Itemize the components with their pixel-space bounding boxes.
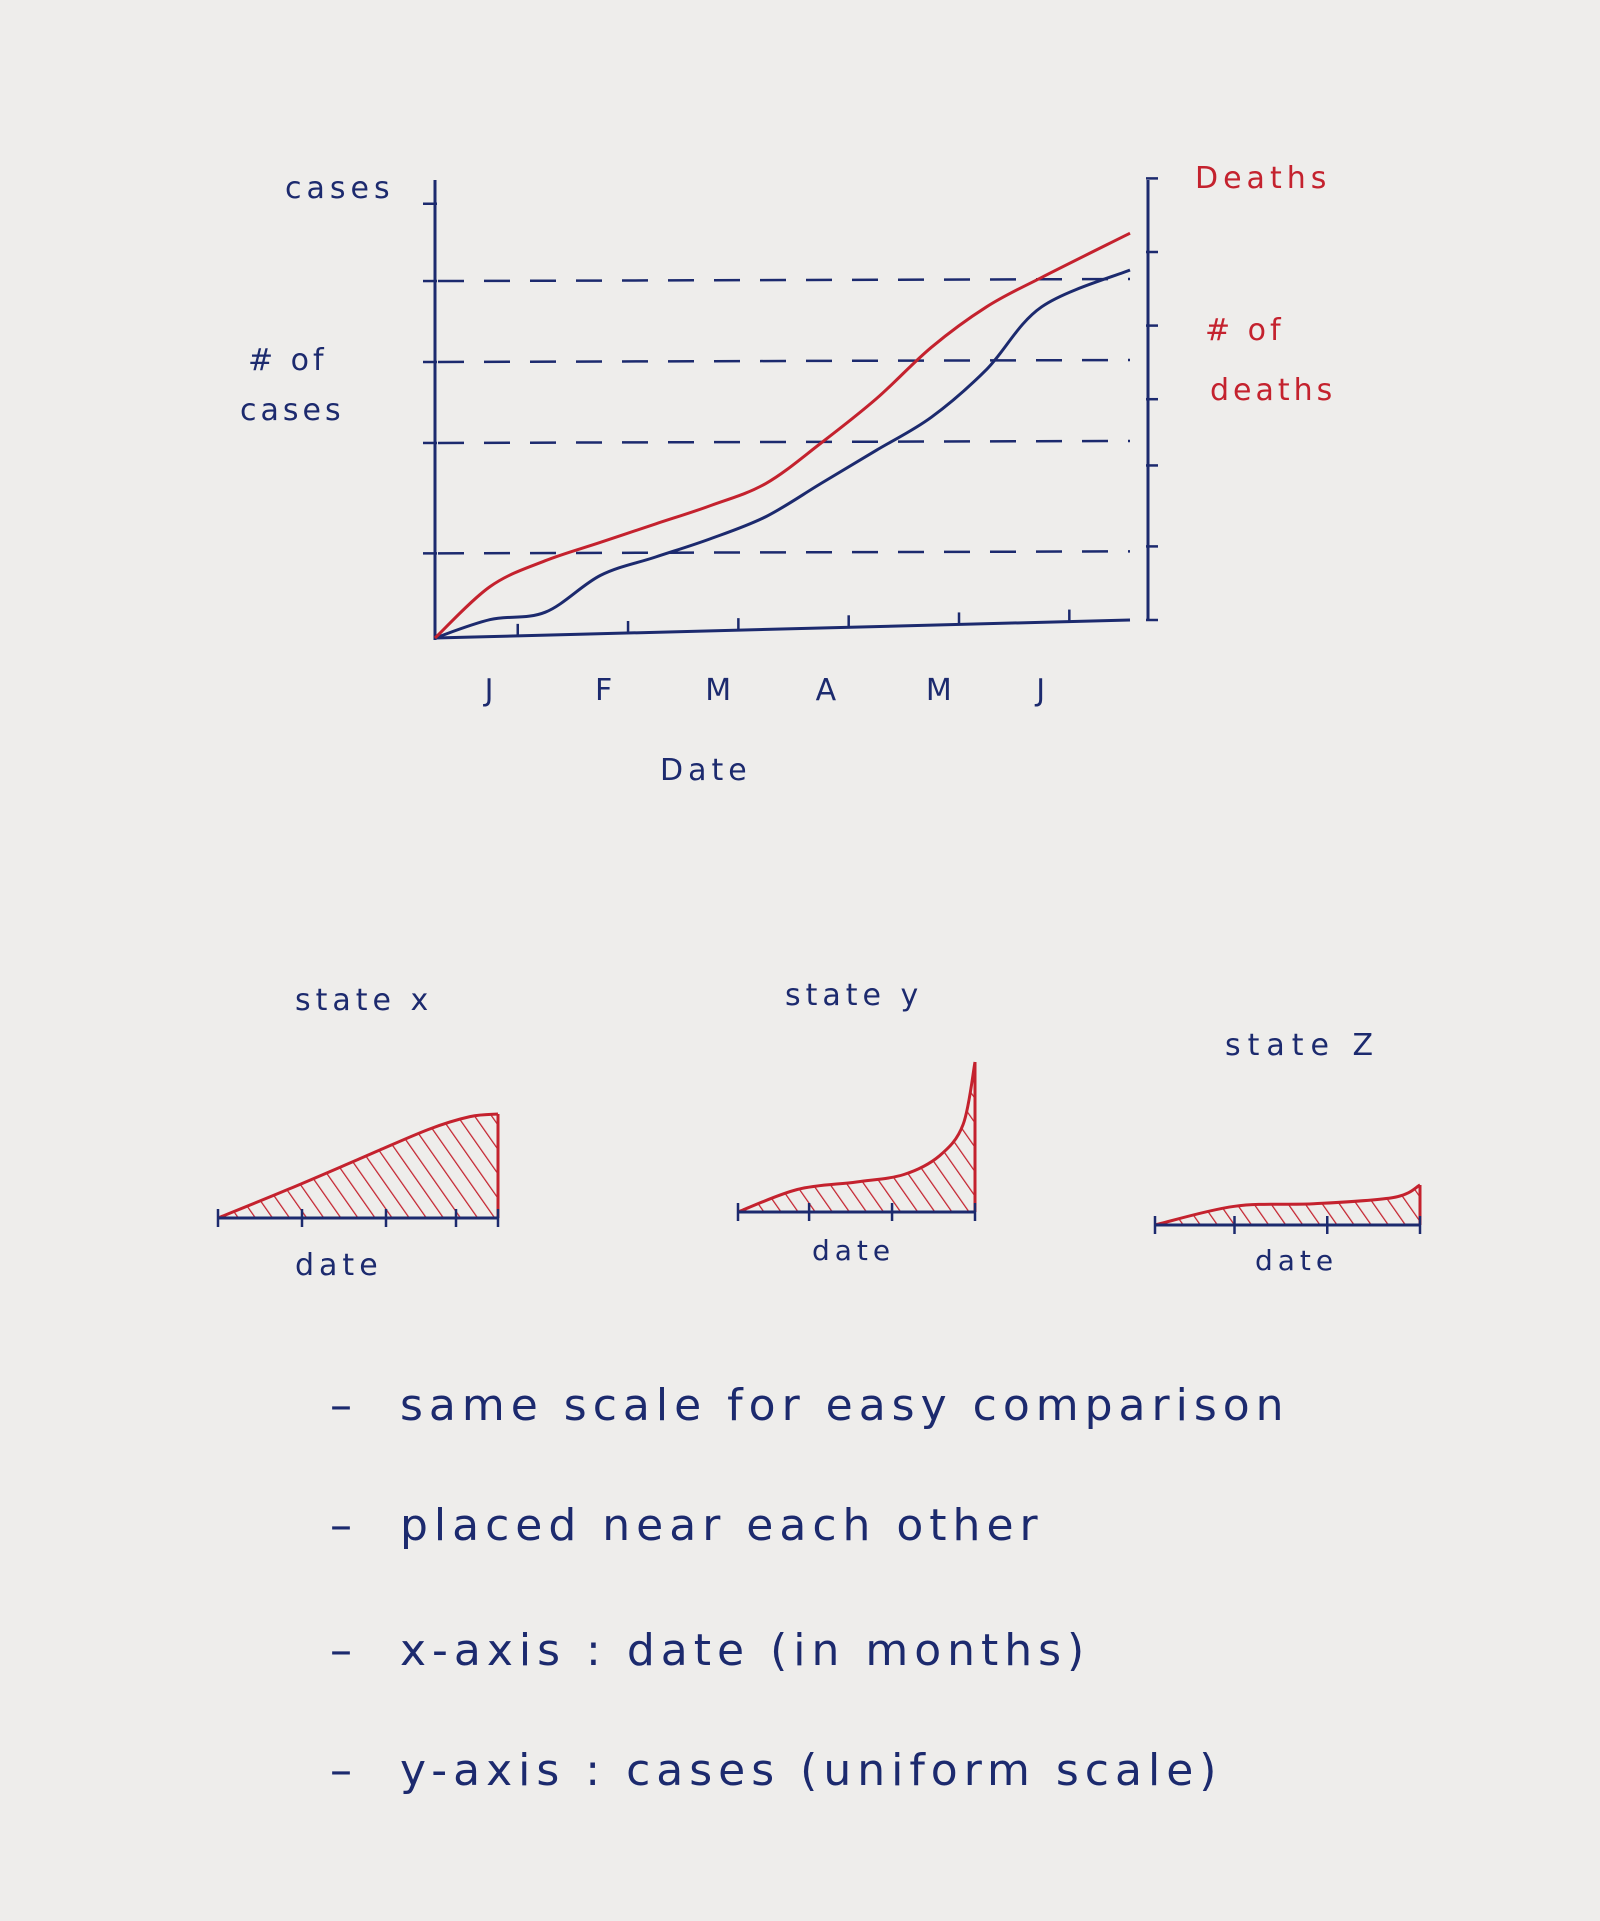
x-tick-label: J xyxy=(1034,673,1045,708)
note-item: – same scale for easy comparison xyxy=(330,1380,1580,1440)
state-x-title: state x xyxy=(295,983,433,1018)
y-right-label: # of deaths xyxy=(1205,313,1336,408)
grid-line xyxy=(437,277,1131,283)
state-x-xlabel: date xyxy=(295,1248,383,1283)
y-right-label-line-2: deaths xyxy=(1210,373,1336,408)
state-area-line xyxy=(1154,1183,1421,1227)
grid-lines xyxy=(437,277,1131,555)
main-series xyxy=(433,231,1131,640)
x-tick-label: A xyxy=(816,673,837,708)
y-left-label-line-1: # of xyxy=(248,343,328,378)
right-y-ticks xyxy=(1146,177,1158,622)
cases-line xyxy=(434,268,1131,640)
note-dash: – xyxy=(330,1380,358,1431)
state-z-title: state Z xyxy=(1225,1028,1380,1063)
y-left-label: # of cases xyxy=(240,343,345,428)
y-left-label-top: cases xyxy=(285,171,395,206)
x-tick-label: J xyxy=(483,673,494,708)
x-tick-label: M xyxy=(705,673,731,708)
grid-line xyxy=(437,358,1131,364)
state-x-chart: state x date xyxy=(216,983,500,1283)
state-y-chart: state y date xyxy=(736,978,977,1267)
note-text: y-axis : cases (uniform scale) xyxy=(400,1745,1223,1796)
note-item: – x-axis : date (in months) xyxy=(330,1625,1580,1685)
note-text: same scale for easy comparison xyxy=(400,1380,1290,1431)
y-left-label-line-2: cases xyxy=(240,393,345,428)
x-axis xyxy=(434,618,1131,640)
grid-line xyxy=(437,550,1131,555)
note-dash: – xyxy=(330,1625,358,1676)
note-item: – placed near each other xyxy=(330,1500,1580,1560)
state-z-chart: state Z date xyxy=(1153,1028,1422,1277)
main-line-chart: J F M A M J cases Deaths # of cases # of deat… xyxy=(240,161,1336,788)
grid-line xyxy=(437,439,1131,445)
x-tick-label: M xyxy=(926,673,952,708)
state-y-title: state y xyxy=(785,978,923,1013)
state-area-fill xyxy=(738,1062,975,1212)
state-area-fill xyxy=(218,1114,498,1218)
note-dash: – xyxy=(330,1745,358,1796)
state-area-line xyxy=(217,1112,499,1220)
left-y-ticks xyxy=(423,202,437,555)
x-tick-label: F xyxy=(595,673,612,708)
state-area-line xyxy=(737,1061,977,1214)
y-right-label-line-1: # of xyxy=(1205,313,1285,348)
note-item: – y-axis : cases (uniform scale) xyxy=(330,1745,1580,1805)
note-text: placed near each other xyxy=(400,1500,1044,1551)
deaths-line xyxy=(433,231,1131,640)
note-text: x-axis : date (in months) xyxy=(400,1625,1091,1676)
x-ticks xyxy=(516,609,1071,636)
state-y-xlabel: date xyxy=(812,1234,895,1267)
note-dash: – xyxy=(330,1500,358,1551)
y-right-label-top: Deaths xyxy=(1195,161,1331,196)
x-axis-label: Date xyxy=(660,753,752,788)
state-z-xlabel: date xyxy=(1255,1244,1338,1277)
